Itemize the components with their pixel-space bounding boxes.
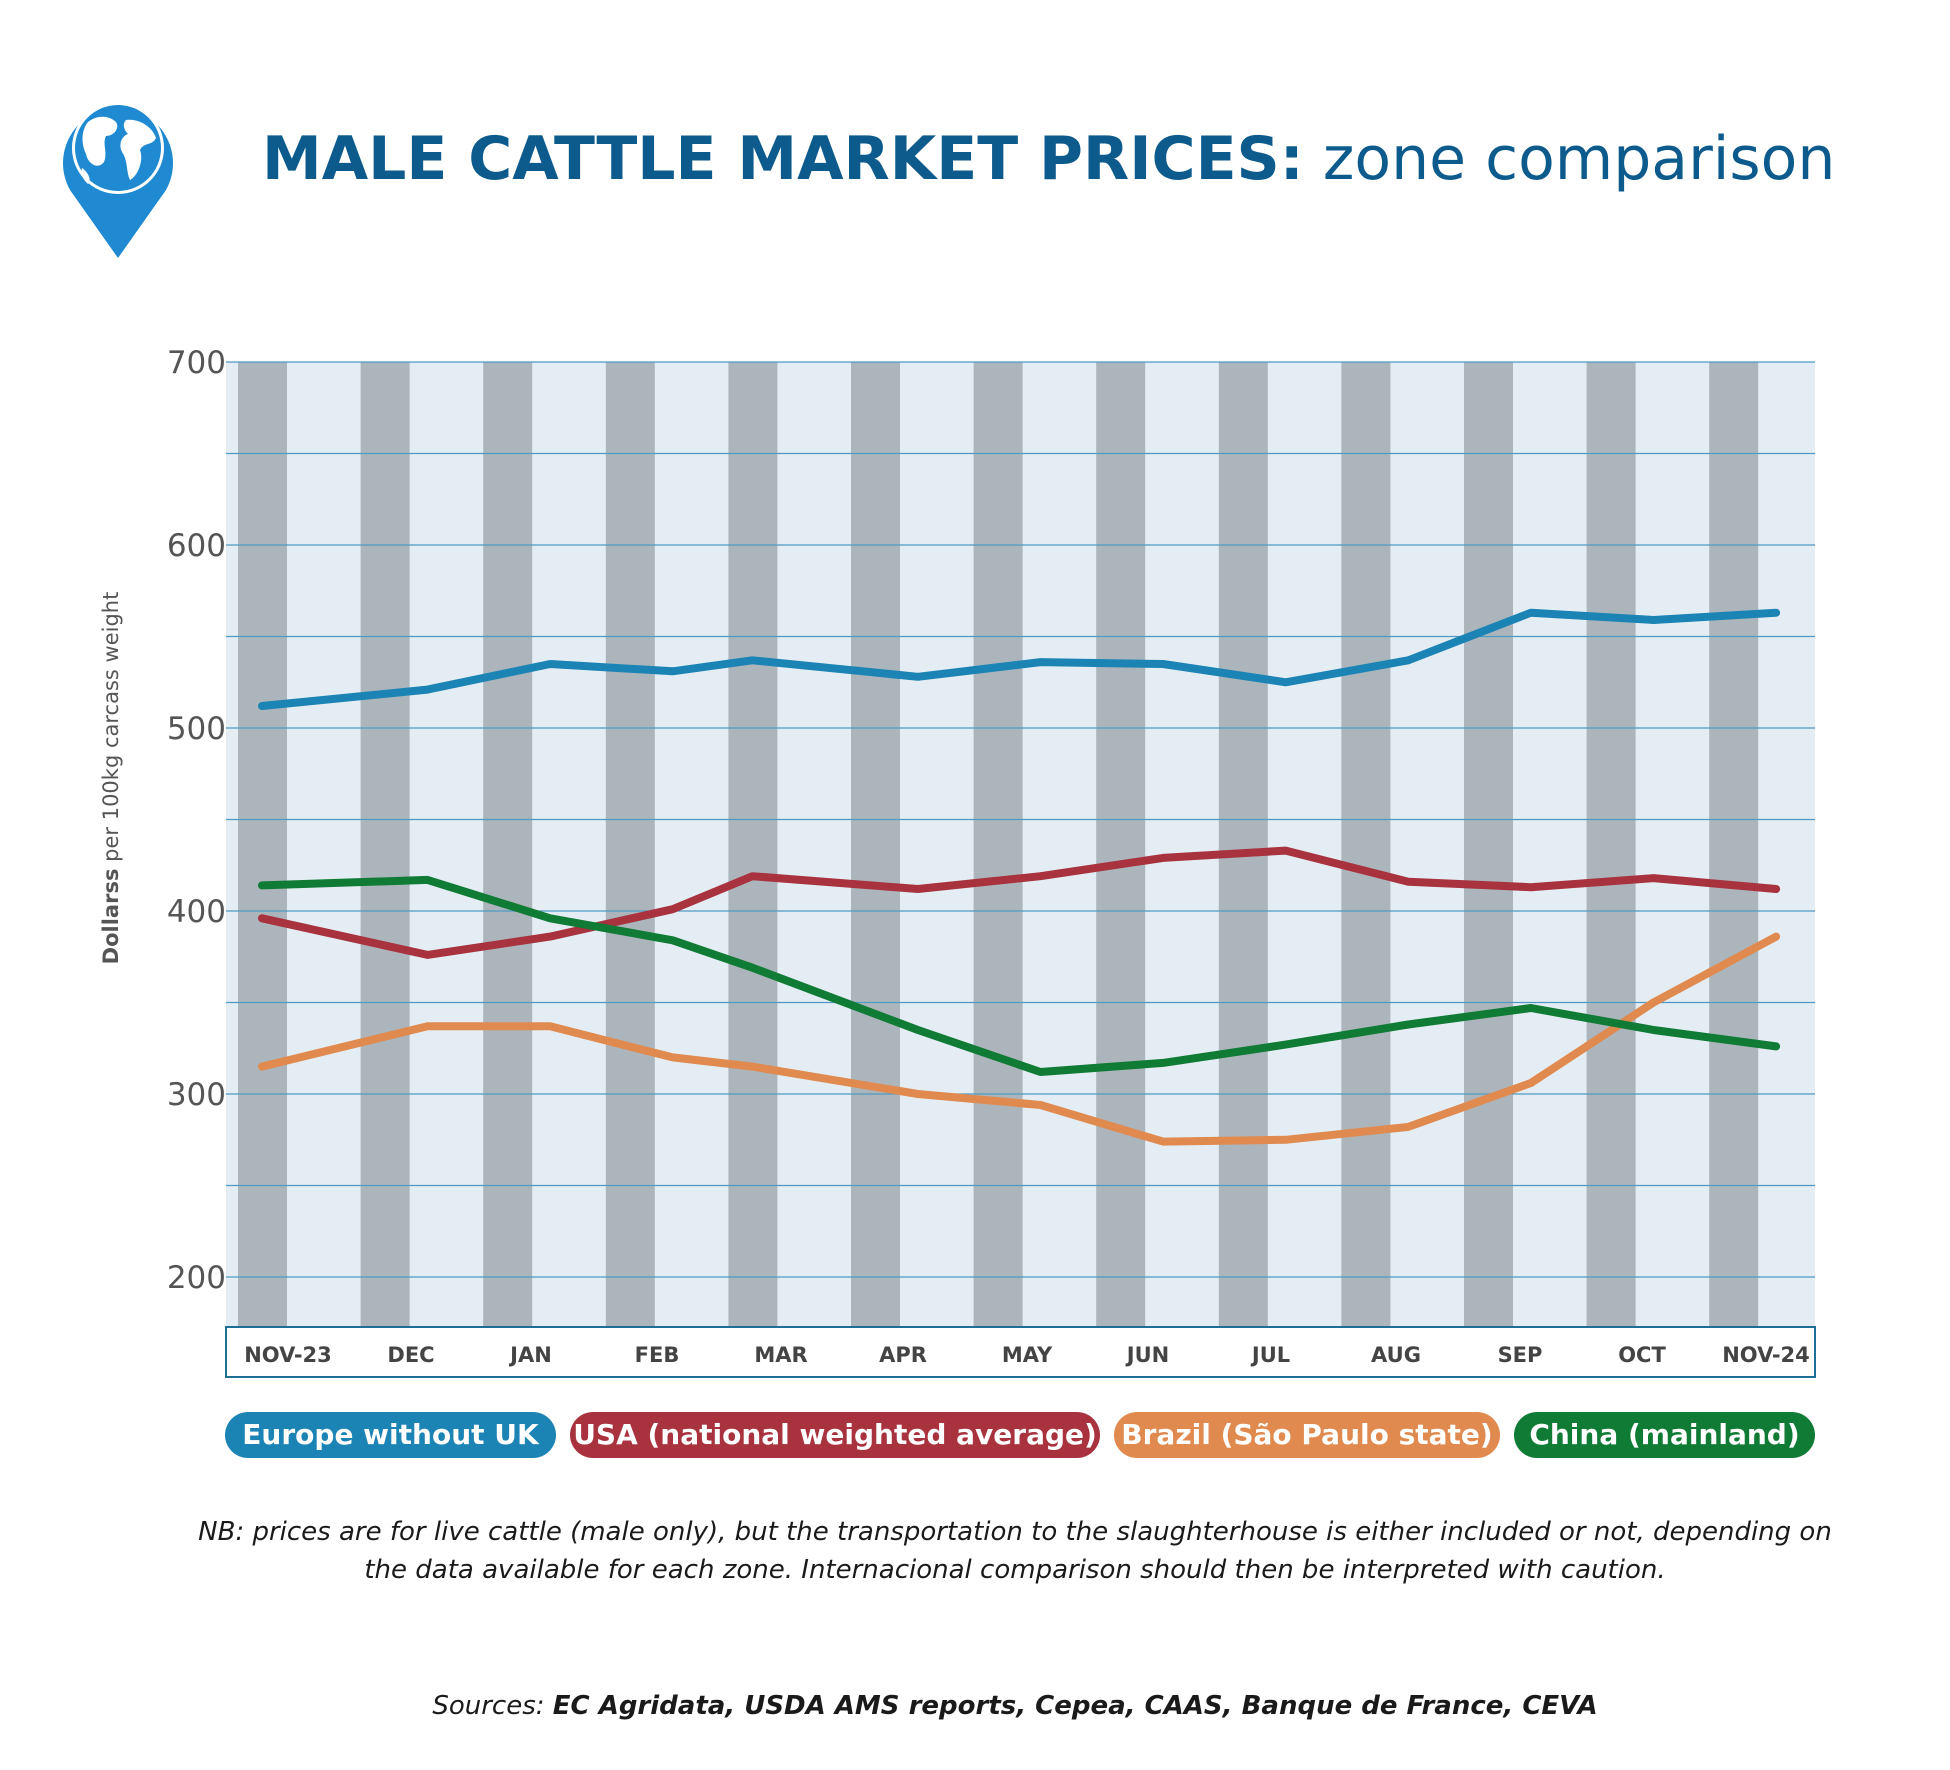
y-tick-label: 300: [167, 1077, 226, 1113]
month-bands: [226, 362, 1815, 1327]
month-band: [851, 362, 900, 1327]
sources-list: EC Agridata, USDA AMS reports, Cepea, CA…: [552, 1691, 1598, 1721]
sources-prefix: Sources:: [432, 1691, 545, 1721]
x-tick-label: DEC: [387, 1343, 434, 1367]
legend-item-brazil: Brazil (São Paulo state): [1114, 1412, 1500, 1458]
y-tick-label: 600: [167, 528, 226, 564]
legend-label-usa: USA (national weighted average): [573, 1418, 1097, 1451]
x-tick-label: APR: [879, 1343, 927, 1367]
x-tick-label: JUN: [1125, 1343, 1169, 1367]
legend-item-usa: USA (national weighted average): [570, 1412, 1100, 1458]
legend: Europe without UK USA (national weighted…: [225, 1412, 1815, 1458]
y-axis-label: Dollarss per 100kg carcass weight: [99, 592, 123, 965]
legend-label-europe: Europe without UK: [242, 1418, 539, 1451]
month-band: [1586, 362, 1636, 1327]
month-band: [1218, 362, 1268, 1327]
x-tick-label: NOV-23: [244, 1343, 332, 1367]
series-line-0: [258, 608, 1781, 710]
gridlines: [226, 361, 1815, 1278]
legend-label-china: China (mainland): [1529, 1418, 1800, 1451]
month-band: [360, 362, 410, 1327]
legend-item-europe: Europe without UK: [225, 1412, 556, 1458]
series-line-2: [258, 932, 1781, 1146]
title-rest: zone comparison: [1322, 124, 1836, 194]
y-axis-ticks: 200 300 400 500 600 700: [167, 345, 226, 1296]
x-axis-ticks: NOV-23 DEC JAN FEB MAR APR MAY JUN JUL AUG SEP OCT N…: [244, 1343, 1810, 1367]
legend-item-china: China (mainland): [1514, 1412, 1815, 1458]
month-band: [605, 362, 655, 1327]
y-tick-label: 700: [167, 345, 226, 381]
month-band: [238, 362, 287, 1327]
x-tick-label: FEB: [635, 1343, 680, 1367]
sources-line: Sources: EC Agridata, USDA AMS reports, …: [190, 1688, 1840, 1724]
line-chart: 200 300 400 500 600 700 Dollarss per 100kg ca…: [99, 345, 1816, 1378]
x-tick-label: OCT: [1618, 1343, 1666, 1367]
x-tick-label: JAN: [508, 1343, 552, 1367]
month-band: [1341, 362, 1391, 1327]
title-bold: MALE CATTLE MARKET PRICES:: [262, 124, 1304, 194]
x-tick-label: NOV-24: [1722, 1343, 1810, 1367]
series-line-1: [258, 846, 1781, 959]
footnote: NB: prices are for live cattle (male onl…: [198, 1517, 1832, 1585]
page-title: MALE CATTLE MARKET PRICES: zone comparis…: [262, 118, 1835, 200]
y-axis-label-bold: Dollarss: [99, 869, 123, 965]
x-axis-box: [225, 1326, 1816, 1378]
month-band: [1464, 362, 1513, 1327]
month-band: [728, 362, 778, 1327]
month-band: [483, 362, 533, 1327]
legend-label-brazil: Brazil (São Paulo state): [1121, 1418, 1493, 1451]
month-band: [973, 362, 1023, 1327]
y-axis-label-rest: per 100kg carcass weight: [99, 592, 123, 862]
x-tick-label: MAY: [1002, 1343, 1053, 1367]
y-tick-label: 500: [167, 711, 226, 747]
x-tick-label: MAR: [754, 1343, 807, 1367]
y-tick-label: 400: [167, 894, 226, 930]
x-tick-label: SEP: [1498, 1343, 1543, 1367]
y-tick-label: 200: [167, 1260, 226, 1296]
series-line-3: [258, 875, 1781, 1076]
month-band: [1096, 362, 1146, 1327]
month-band: [1709, 362, 1759, 1327]
series-lines: [258, 608, 1781, 1146]
x-tick-label: JUL: [1250, 1343, 1290, 1367]
x-tick-label: AUG: [1371, 1343, 1421, 1367]
globe-pin-icon: [62, 102, 173, 258]
